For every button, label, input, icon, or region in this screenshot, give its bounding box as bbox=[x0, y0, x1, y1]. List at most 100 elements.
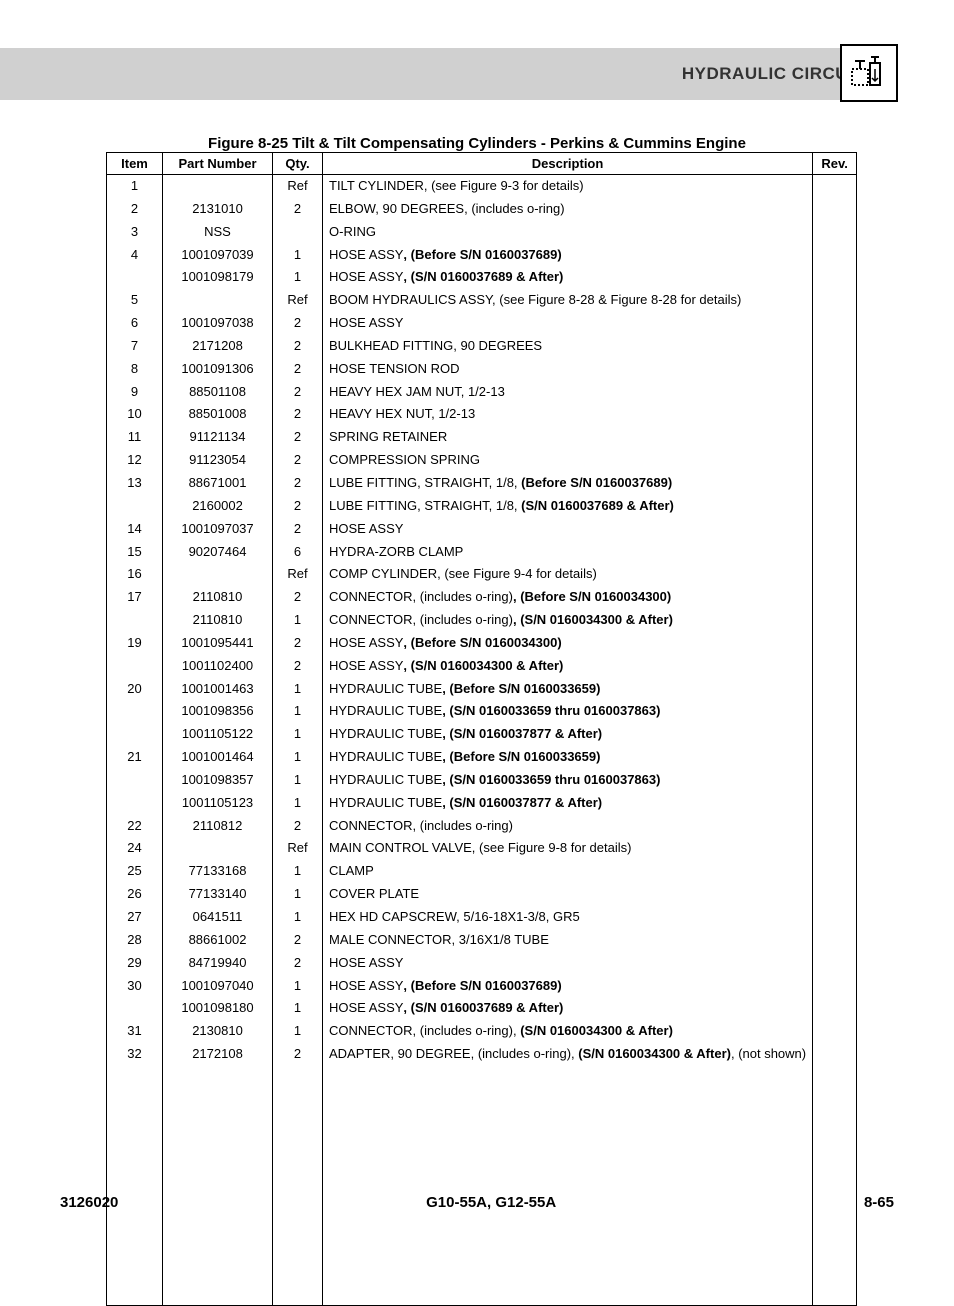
cell-item: 12 bbox=[107, 449, 163, 472]
cell-qty: 1 bbox=[273, 678, 323, 701]
cell-description: HEAVY HEX NUT, 1/2-13 bbox=[323, 403, 813, 426]
cell-qty: 2 bbox=[273, 381, 323, 404]
cell-qty: 2 bbox=[273, 472, 323, 495]
table-header-row: Item Part Number Qty. Description Rev. bbox=[107, 153, 857, 175]
cell-part-number: 88501108 bbox=[163, 381, 273, 404]
cell-item bbox=[107, 495, 163, 518]
cell-part-number: 88661002 bbox=[163, 929, 273, 952]
cell-item: 11 bbox=[107, 426, 163, 449]
cell-qty: 2 bbox=[273, 403, 323, 426]
cell-part-number bbox=[163, 289, 273, 312]
table-row: 10011051231HYDRAULIC TUBE, (S/N 01600378… bbox=[107, 792, 857, 815]
filler-cell bbox=[813, 1066, 857, 1306]
cell-part-number: 88501008 bbox=[163, 403, 273, 426]
table-row: 25771331681CLAMP bbox=[107, 860, 857, 883]
table-row: 1721108102CONNECTOR, (includes o-ring), … bbox=[107, 586, 857, 609]
cell-rev bbox=[813, 426, 857, 449]
cell-part-number: 91123054 bbox=[163, 449, 273, 472]
cell-description: HOSE ASSY bbox=[323, 312, 813, 335]
cell-part-number: 77133140 bbox=[163, 883, 273, 906]
cell-part-number: 1001097040 bbox=[163, 975, 273, 998]
cell-rev bbox=[813, 678, 857, 701]
cell-description: HOSE ASSY, (Before S/N 0160034300) bbox=[323, 632, 813, 655]
table-row: 13886710012LUBE FITTING, STRAIGHT, 1/8, … bbox=[107, 472, 857, 495]
cell-rev bbox=[813, 746, 857, 769]
desc-bold-suffix: , (S/N 0160037689 & After) bbox=[403, 269, 563, 284]
table-row: 16RefCOMP CYLINDER, (see Figure 9-4 for … bbox=[107, 563, 857, 586]
cell-rev bbox=[813, 266, 857, 289]
cell-description: HYDRAULIC TUBE, (Before S/N 0160033659) bbox=[323, 678, 813, 701]
cell-description: MAIN CONTROL VALVE, (see Figure 9-8 for … bbox=[323, 837, 813, 860]
desc-bold-suffix: , (Before S/N 0160033659) bbox=[442, 749, 600, 764]
cell-rev bbox=[813, 495, 857, 518]
table-row: 2110010014641HYDRAULIC TUBE, (Before S/N… bbox=[107, 746, 857, 769]
cell-part-number: 1001095441 bbox=[163, 632, 273, 655]
cell-qty: 1 bbox=[273, 746, 323, 769]
table-row: 10010981801HOSE ASSY, (S/N 0160037689 & … bbox=[107, 997, 857, 1020]
cell-rev bbox=[813, 632, 857, 655]
table-row: 10010983571HYDRAULIC TUBE, (S/N 01600336… bbox=[107, 769, 857, 792]
cell-part-number: 2110810 bbox=[163, 609, 273, 632]
cell-item bbox=[107, 723, 163, 746]
cell-description: HOSE ASSY bbox=[323, 518, 813, 541]
table-row: 11911211342SPRING RETAINER bbox=[107, 426, 857, 449]
cell-part-number: 1001105123 bbox=[163, 792, 273, 815]
cell-item: 1 bbox=[107, 175, 163, 198]
table-filler-row bbox=[107, 1066, 857, 1306]
cell-description: CLAMP bbox=[323, 860, 813, 883]
table-row: 10010983561HYDRAULIC TUBE, (S/N 01600336… bbox=[107, 700, 857, 723]
cell-description: COVER PLATE bbox=[323, 883, 813, 906]
cell-item: 25 bbox=[107, 860, 163, 883]
cell-part-number: 84719940 bbox=[163, 952, 273, 975]
table-row: 610010970382HOSE ASSY bbox=[107, 312, 857, 335]
cell-description: BOOM HYDRAULICS ASSY, (see Figure 8-28 &… bbox=[323, 289, 813, 312]
cell-item: 17 bbox=[107, 586, 163, 609]
cell-rev bbox=[813, 358, 857, 381]
table-row: 5RefBOOM HYDRAULICS ASSY, (see Figure 8-… bbox=[107, 289, 857, 312]
cell-item: 28 bbox=[107, 929, 163, 952]
cell-part-number: 0641511 bbox=[163, 906, 273, 929]
page-footer: 3126020 G10-55A, G12-55A 8-65 bbox=[60, 1194, 894, 1211]
cell-rev bbox=[813, 381, 857, 404]
cell-part-number: 2110810 bbox=[163, 586, 273, 609]
table-row: 21108101CONNECTOR, (includes o-ring), (S… bbox=[107, 609, 857, 632]
cell-part-number: 2171208 bbox=[163, 335, 273, 358]
cell-part-number: 2131010 bbox=[163, 198, 273, 221]
cell-item: 22 bbox=[107, 815, 163, 838]
table-row: 1410010970372HOSE ASSY bbox=[107, 518, 857, 541]
cell-rev bbox=[813, 541, 857, 564]
cell-qty: Ref bbox=[273, 175, 323, 198]
cell-item: 5 bbox=[107, 289, 163, 312]
table-row: 29847199402HOSE ASSY bbox=[107, 952, 857, 975]
cell-description: HYDRAULIC TUBE, (S/N 0160037877 & After) bbox=[323, 723, 813, 746]
cell-description: HOSE ASSY, (S/N 0160037689 & After) bbox=[323, 266, 813, 289]
cell-qty: 1 bbox=[273, 1020, 323, 1043]
cell-rev bbox=[813, 403, 857, 426]
cell-rev bbox=[813, 906, 857, 929]
cell-description: HOSE ASSY, (Before S/N 0160037689) bbox=[323, 244, 813, 267]
col-header-part: Part Number bbox=[163, 153, 273, 175]
desc-bold-suffix: (Before S/N 0160037689) bbox=[521, 475, 672, 490]
cell-description: HOSE ASSY, (S/N 0160037689 & After) bbox=[323, 997, 813, 1020]
table-row: 3010010970401HOSE ASSY, (Before S/N 0160… bbox=[107, 975, 857, 998]
footer-page-number: 8-65 bbox=[864, 1194, 894, 1211]
table-row: 24RefMAIN CONTROL VALVE, (see Figure 9-8… bbox=[107, 837, 857, 860]
cell-qty: 2 bbox=[273, 198, 323, 221]
cell-rev bbox=[813, 837, 857, 860]
cell-item: 31 bbox=[107, 1020, 163, 1043]
cell-qty: 1 bbox=[273, 700, 323, 723]
cell-item: 14 bbox=[107, 518, 163, 541]
cell-rev bbox=[813, 792, 857, 815]
cell-part-number: NSS bbox=[163, 221, 273, 244]
cell-qty: 1 bbox=[273, 792, 323, 815]
cell-qty: Ref bbox=[273, 837, 323, 860]
desc-bold-suffix: , (S/N 0160037877 & After) bbox=[442, 726, 602, 741]
col-header-qty: Qty. bbox=[273, 153, 323, 175]
cell-part-number: 1001098180 bbox=[163, 997, 273, 1020]
cell-rev bbox=[813, 997, 857, 1020]
cell-qty: 2 bbox=[273, 495, 323, 518]
table-row: 3121308101CONNECTOR, (includes o-ring), … bbox=[107, 1020, 857, 1043]
cell-rev bbox=[813, 312, 857, 335]
cell-qty: 1 bbox=[273, 906, 323, 929]
cell-item: 32 bbox=[107, 1043, 163, 1066]
